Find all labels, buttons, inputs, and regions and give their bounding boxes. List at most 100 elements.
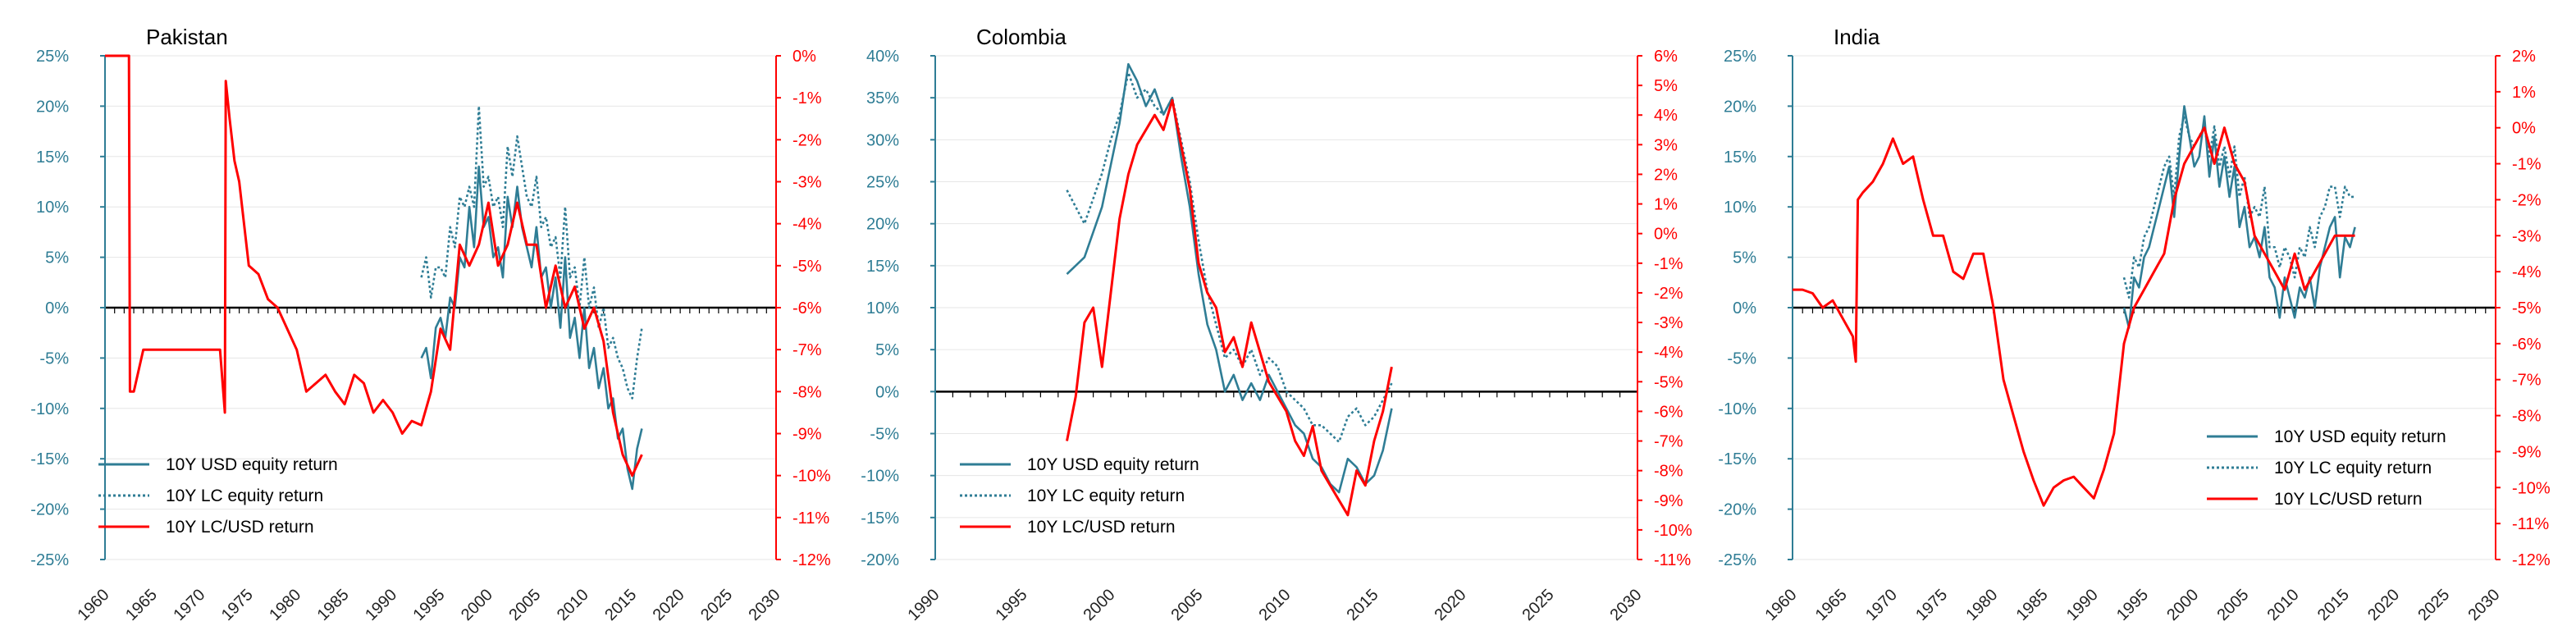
x-tick-label: 1980	[1962, 586, 2001, 624]
y-tick-label-left: 5%	[45, 249, 69, 267]
series-lines	[1066, 62, 1393, 517]
x-tick-label: 1965	[122, 586, 161, 624]
y-tick-label-right: -9%	[1654, 492, 1683, 510]
legend-label: 10Y LC/USD return	[2274, 490, 2423, 509]
y-tick-label-right: 2%	[2512, 48, 2536, 66]
y-tick-label-left: -5%	[1727, 349, 1756, 368]
y-tick-label-right: -6%	[1654, 403, 1683, 421]
y-tick-label-left: 20%	[36, 98, 69, 116]
y-tick-label-right: -12%	[2512, 551, 2551, 569]
x-tick-label: 2025	[697, 586, 736, 624]
series-lines	[1793, 105, 2356, 507]
series-line-0	[1066, 62, 1393, 494]
y-tick-label-left: -20%	[30, 501, 69, 519]
y-tick-label-right: -9%	[792, 426, 822, 444]
x-tick-label: 1970	[170, 586, 208, 624]
x-tick-label: 2015	[1344, 586, 1382, 624]
series-line-1	[420, 105, 643, 400]
x-tick-label: 2000	[2163, 586, 2202, 624]
series-line-0	[2122, 105, 2356, 329]
legend: 10Y USD equity return 10Y LC equity retur…	[98, 455, 338, 537]
y-tick-label-right: -3%	[1654, 314, 1683, 332]
x-tick-label: 2025	[2414, 586, 2453, 624]
legend: 10Y USD equity return 10Y LC equity retur…	[2207, 427, 2446, 509]
y-tick-label-left: -20%	[861, 551, 899, 569]
y-tick-label-left: 10%	[1724, 199, 1756, 217]
axes: -20% -15% -10% -5% 0% 5% 10% 15% 20% 25% 30% 35% 40%…	[861, 48, 1692, 624]
legend-label: 10Y LC equity return	[2274, 459, 2432, 477]
y-tick-label-right: -2%	[792, 131, 822, 149]
y-tick-label-right: -3%	[2512, 227, 2542, 245]
y-tick-label-left: 35%	[866, 89, 899, 107]
zero-line	[104, 306, 777, 313]
x-tick-label: 1960	[1762, 586, 1801, 624]
y-tick-label-left: -15%	[1718, 450, 1756, 468]
y-tick-label-right: -6%	[2512, 336, 2542, 354]
y-tick-label-right: -7%	[792, 341, 822, 359]
y-tick-label-right: -11%	[2512, 515, 2549, 533]
y-tick-label-right: -11%	[1654, 551, 1691, 569]
x-tick-label: 1980	[266, 586, 304, 624]
y-tick-label-left: -5%	[870, 426, 899, 444]
chart-pakistan: -25% -20% -15% -10% -5% 0% 5% 10% 15% 20% 25% -12% -…	[30, 25, 831, 624]
axes: -25% -20% -15% -10% -5% 0% 5% 10% 15% 20% 25% -12% -…	[30, 48, 831, 624]
x-tick-label: 2010	[2264, 586, 2303, 624]
x-tick-label: 1970	[1862, 586, 1901, 624]
x-tick-label: 2005	[1168, 586, 1207, 624]
y-tick-label-left: 15%	[36, 148, 69, 167]
series-line-1	[2122, 115, 2355, 299]
y-tick-label-right: 0%	[1654, 226, 1678, 244]
y-tick-label-left: 25%	[866, 174, 899, 192]
x-tick-label: 2005	[2213, 586, 2252, 624]
x-tick-label: 2030	[1607, 586, 1646, 624]
x-tick-label: 2015	[2314, 586, 2353, 624]
series-line-1	[1066, 71, 1393, 444]
y-tick-label-right: -10%	[2512, 479, 2551, 497]
y-tick-label-right: 2%	[1654, 166, 1678, 184]
y-tick-label-left: 20%	[866, 216, 899, 234]
x-tick-label: 2020	[650, 586, 688, 624]
zero-line	[1792, 306, 2496, 313]
y-tick-label-right: -5%	[1654, 373, 1683, 391]
x-tick-label: 1965	[1812, 586, 1851, 624]
legend-label: 10Y USD equity return	[2274, 427, 2446, 446]
chart-title: India	[1834, 25, 1880, 49]
y-tick-label-left: -15%	[861, 509, 899, 528]
series-line-0	[420, 165, 643, 491]
y-tick-label-left: -5%	[39, 349, 69, 368]
y-tick-label-right: 1%	[1654, 196, 1678, 214]
y-tick-label-left: 15%	[1724, 148, 1756, 167]
y-tick-label-left: -10%	[1718, 400, 1756, 418]
y-tick-label-right: -8%	[1654, 463, 1683, 481]
x-tick-label: 1990	[2063, 586, 2102, 624]
y-tick-label-left: -15%	[30, 450, 69, 468]
y-tick-label-right: 4%	[1654, 107, 1678, 125]
y-tick-label-right: -1%	[2512, 156, 2542, 174]
y-tick-label-left: -10%	[861, 468, 899, 486]
y-tick-label-right: -1%	[792, 89, 822, 107]
y-tick-label-right: -6%	[792, 299, 822, 318]
y-tick-label-left: -10%	[30, 400, 69, 418]
y-tick-label-right: 0%	[2512, 120, 2536, 138]
y-tick-label-right: -4%	[792, 216, 822, 234]
gridlines	[935, 55, 1637, 560]
x-tick-label: 2005	[505, 586, 544, 624]
y-tick-label-right: 1%	[2512, 84, 2536, 102]
x-tick-label: 1995	[993, 586, 1031, 624]
y-tick-label-right: -2%	[1654, 285, 1683, 303]
y-tick-label-right: -7%	[1654, 433, 1683, 451]
y-tick-label-left: 20%	[1724, 98, 1756, 116]
y-tick-label-right: 5%	[1654, 77, 1678, 95]
y-tick-label-right: -1%	[1654, 255, 1683, 273]
y-tick-label-right: 3%	[1654, 136, 1678, 154]
x-tick-label: 2015	[601, 586, 640, 624]
y-tick-label-left: -25%	[1718, 551, 1756, 569]
y-tick-label-left: 25%	[36, 48, 69, 66]
y-tick-label-left: 0%	[1733, 299, 1756, 318]
y-tick-label-right: -2%	[2512, 191, 2542, 209]
y-tick-label-left: 0%	[45, 299, 69, 318]
y-tick-label-left: 30%	[866, 131, 899, 149]
legend-label: 10Y USD equity return	[166, 455, 338, 474]
y-tick-label-left: 5%	[875, 341, 899, 359]
x-tick-label: 1990	[905, 586, 943, 624]
